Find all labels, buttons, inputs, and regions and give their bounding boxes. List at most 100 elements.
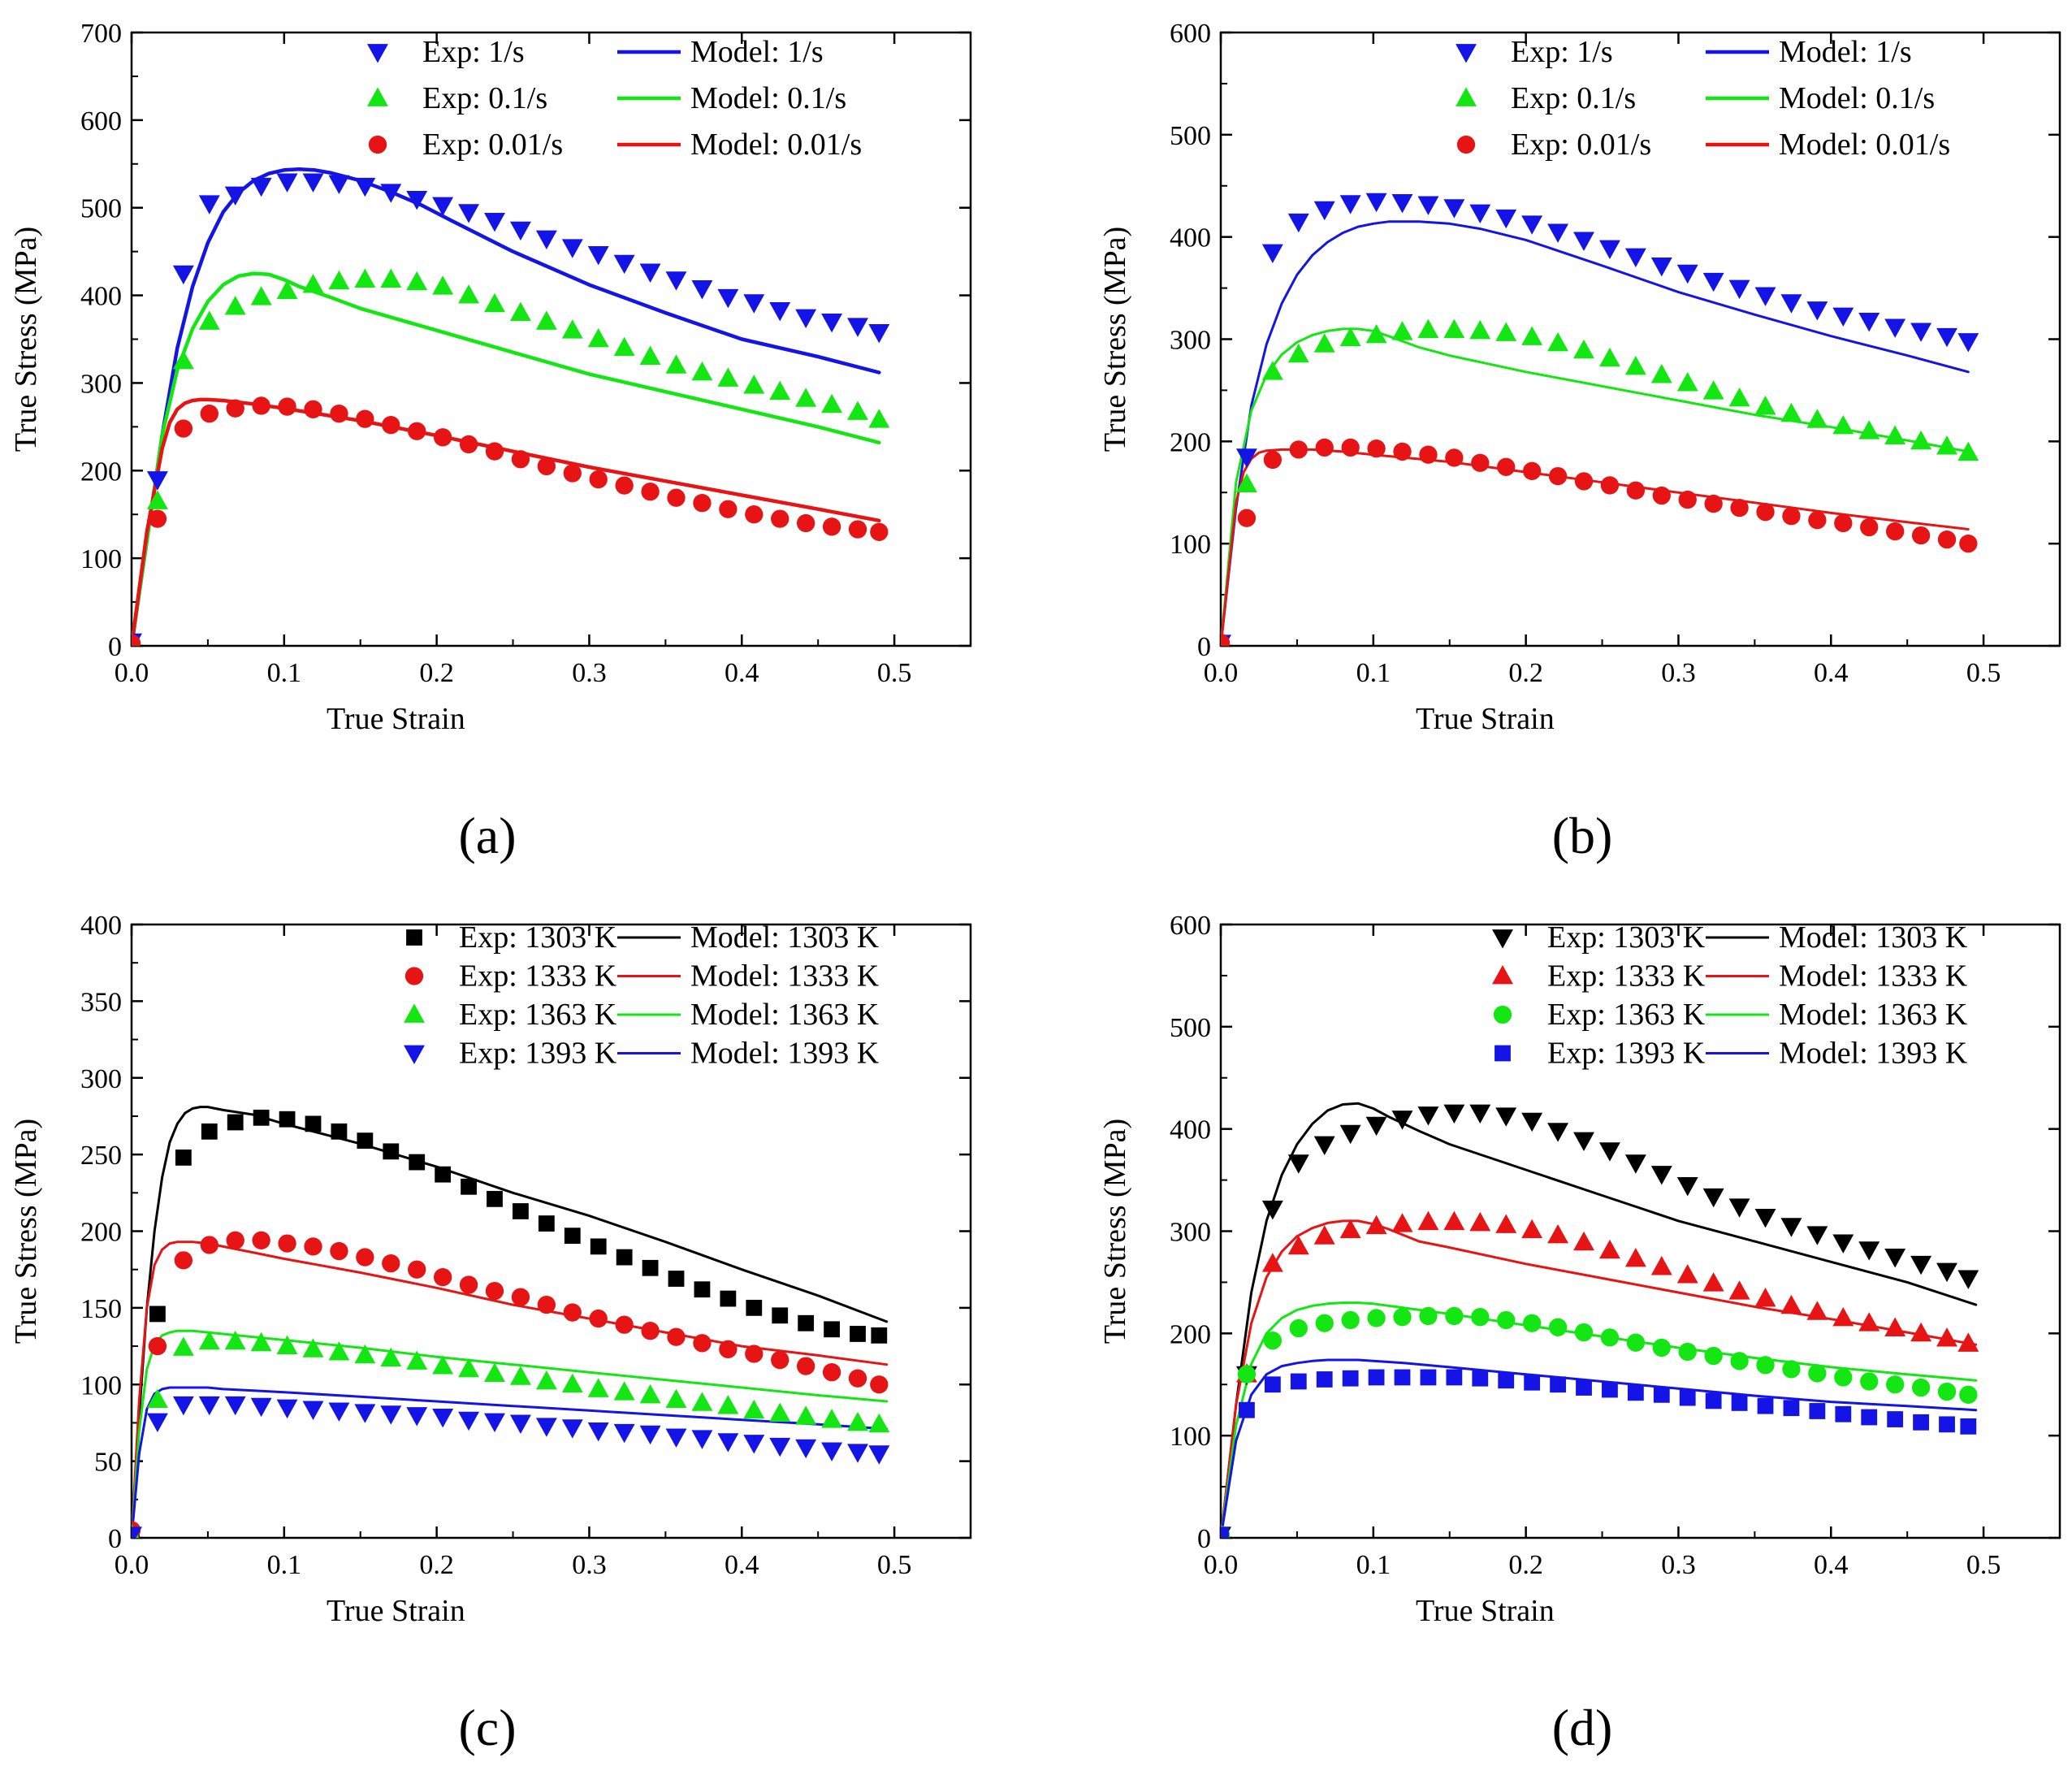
data-point-exp-1303-k: [1598, 1142, 1620, 1162]
data-point-exp-0-1-s: [406, 271, 428, 291]
legend-label: Model: 1333 K: [690, 959, 880, 994]
data-point-exp-0-1-s: [1676, 372, 1698, 392]
y-tick-label: 500: [1170, 1013, 1211, 1043]
x-axis-title: True Strain: [327, 1594, 465, 1628]
data-point-exp-1363-k: [1911, 1378, 1931, 1397]
data-point-exp-1333-k: [1728, 1280, 1750, 1300]
data-point-exp-0-1-s: [198, 310, 220, 330]
data-point-exp-1363-k: [1315, 1314, 1334, 1332]
data-point-exp-0-01-s: [382, 416, 400, 435]
data-point-exp-0-01-s: [278, 397, 296, 416]
x-tick-label: 0.2: [419, 1550, 454, 1580]
x-tick-label: 0.5: [1966, 1550, 2001, 1580]
data-point-exp-1303-k: [798, 1314, 815, 1331]
data-point-exp-1303-k: [1858, 1241, 1880, 1261]
data-point-exp-1-s: [276, 173, 298, 193]
data-point-exp-1333-k: [822, 1362, 841, 1382]
data-point-exp-1-s: [198, 195, 220, 214]
data-point-exp-1333-k: [848, 1369, 867, 1388]
data-point-exp-1-s: [432, 197, 454, 216]
series-line-model-1-s: [132, 167, 881, 646]
data-point-exp-1333-k: [745, 1344, 763, 1363]
legend-marker-exp-1303-k: [406, 929, 422, 946]
data-point-exp-1393-k: [1960, 1418, 1977, 1435]
data-point-exp-0-01-s: [1289, 440, 1308, 459]
data-point-exp-1393-k: [1420, 1369, 1437, 1386]
data-point-exp-1333-k: [1391, 1213, 1413, 1232]
data-point-exp-1-s: [691, 280, 713, 300]
data-point-exp-1303-k: [616, 1249, 633, 1266]
data-point-exp-0-1-s: [1910, 430, 1932, 450]
data-point-exp-0-1-s: [1780, 402, 1802, 422]
data-point-exp-1363-k: [1959, 1385, 1978, 1404]
data-point-exp-1393-k: [769, 1437, 791, 1457]
plot-area: [1221, 193, 1979, 646]
data-point-exp-0-01-s: [174, 419, 193, 438]
data-point-exp-1-s: [509, 221, 531, 241]
data-point-exp-1393-k: [587, 1422, 609, 1442]
data-point-exp-0-1-s: [821, 393, 843, 414]
data-point-exp-1303-k: [253, 1109, 270, 1126]
panel-label: (c): [458, 1699, 516, 1756]
data-point-exp-1303-k: [305, 1115, 322, 1132]
data-point-exp-0-01-s: [641, 483, 660, 501]
data-point-exp-0-01-s: [1315, 438, 1334, 457]
data-point-exp-1393-k: [1731, 1395, 1748, 1411]
data-point-exp-1-s: [302, 173, 324, 193]
data-point-exp-0-01-s: [1367, 439, 1386, 458]
legend-marker-exp-1363-k: [404, 1003, 425, 1023]
data-point-exp-1303-k: [772, 1307, 789, 1324]
data-point-exp-1303-k: [564, 1228, 581, 1245]
data-point-exp-0-1-s: [717, 367, 739, 387]
data-point-exp-1303-k: [175, 1150, 192, 1166]
x-axis-title: True Strain: [1416, 702, 1555, 736]
x-tick-label: 0.0: [1204, 658, 1239, 688]
legend-label: Model: 0.01/s: [690, 128, 862, 162]
data-point-exp-1333-k: [870, 1375, 889, 1394]
data-point-exp-1393-k: [509, 1414, 531, 1434]
data-point-exp-0-01-s: [1221, 634, 1231, 646]
data-point-exp-1-s: [1547, 223, 1569, 243]
data-point-exp-1333-k: [1806, 1301, 1828, 1320]
data-point-exp-0-1-s: [1728, 387, 1750, 407]
data-point-exp-1333-k: [459, 1275, 478, 1294]
series-line-model-0-01-s: [1221, 448, 1970, 646]
data-point-exp-1393-k: [146, 1413, 168, 1433]
series-line-model-1393-k: [132, 1386, 889, 1538]
y-axis-title: True Stress (MPa): [1098, 1119, 1132, 1344]
series-line-model-1333-k: [132, 1241, 889, 1538]
data-point-exp-1363-k: [1574, 1323, 1594, 1342]
data-point-exp-1363-k: [1782, 1360, 1801, 1379]
data-point-exp-0-1-s: [1936, 435, 1957, 455]
legend-label: Exp: 0.01/s: [1511, 128, 1651, 162]
data-point-exp-1363-k: [769, 1402, 791, 1422]
data-point-exp-0-1-s: [1806, 409, 1828, 428]
data-point-exp-1363-k: [691, 1392, 713, 1411]
data-point-exp-1303-k: [383, 1143, 400, 1160]
data-point-exp-0-01-s: [304, 400, 322, 418]
data-point-exp-1-s: [1702, 272, 1724, 292]
legend-label: Exp: 1393 K: [1547, 1037, 1706, 1071]
data-point-exp-0-1-s: [1313, 333, 1335, 353]
data-point-exp-0-01-s: [1678, 490, 1697, 509]
data-point-exp-1-s: [868, 323, 890, 344]
data-point-exp-1303-k: [279, 1111, 296, 1128]
data-point-exp-1-s: [1624, 248, 1646, 268]
data-point-exp-1303-k: [1702, 1188, 1724, 1208]
series-line-model-1393-k: [1221, 1358, 1978, 1538]
y-tick-label: 400: [1170, 223, 1211, 253]
data-point-exp-1333-k: [1702, 1272, 1724, 1292]
data-point-exp-0-1-s: [1339, 327, 1361, 347]
data-point-exp-1363-k: [1704, 1346, 1723, 1366]
data-point-exp-1-s: [1573, 232, 1594, 251]
data-point-exp-1393-k: [1653, 1386, 1670, 1403]
data-point-exp-1-s: [1650, 258, 1672, 277]
data-point-exp-1393-k: [561, 1419, 583, 1439]
data-point-exp-1333-k: [1910, 1322, 1932, 1342]
data-point-exp-1393-k: [1939, 1416, 1955, 1433]
data-point-exp-1333-k: [174, 1251, 193, 1270]
data-point-exp-1393-k: [172, 1396, 194, 1416]
data-point-exp-1393-k: [1290, 1373, 1307, 1390]
data-point-exp-1363-k: [224, 1330, 246, 1350]
